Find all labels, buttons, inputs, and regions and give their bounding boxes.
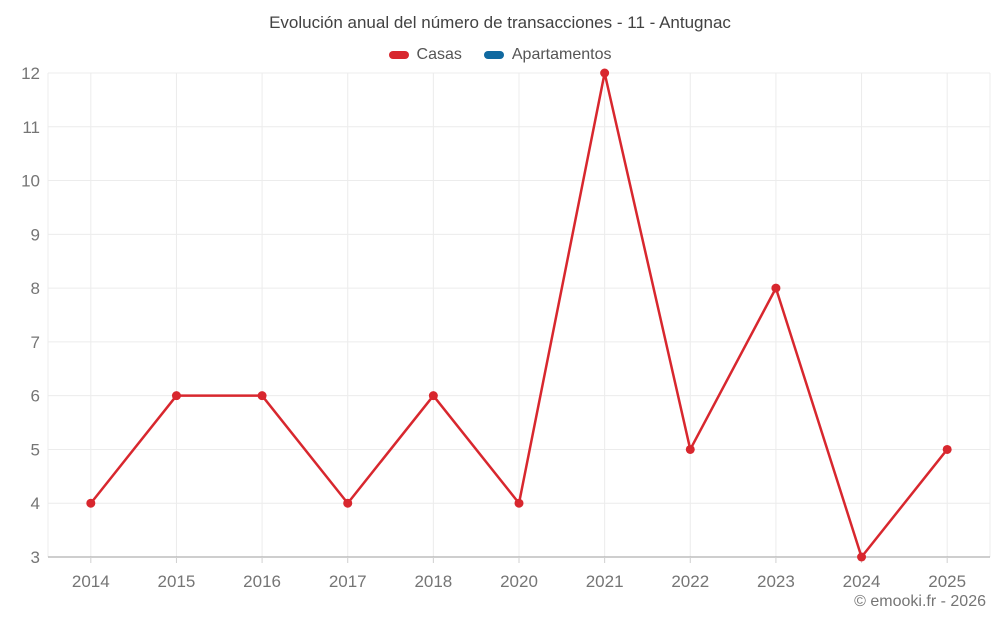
data-point-casas[interactable] xyxy=(600,68,610,78)
data-point-casas[interactable] xyxy=(771,283,781,293)
x-tick-label: 2018 xyxy=(414,572,452,591)
x-tick-label: 2024 xyxy=(843,572,881,591)
y-tick-label: 3 xyxy=(31,548,40,567)
y-tick-label: 7 xyxy=(31,333,40,352)
legend-swatch-apartamentos-icon xyxy=(483,51,504,59)
y-tick-label: 9 xyxy=(31,225,40,244)
y-tick-label: 5 xyxy=(31,440,40,459)
x-tick-label: 2022 xyxy=(671,572,709,591)
x-tick-label: 2014 xyxy=(72,572,110,591)
data-point-casas[interactable] xyxy=(514,498,524,508)
data-point-casas[interactable] xyxy=(171,391,181,401)
y-tick-label: 10 xyxy=(21,172,40,191)
y-tick-label: 11 xyxy=(22,118,40,137)
footer-credit: © emooki.fr - 2026 xyxy=(854,593,986,610)
legend-label-casas: Casas xyxy=(416,46,462,63)
legend-label-apartamentos: Apartamentos xyxy=(511,46,612,63)
data-point-casas[interactable] xyxy=(428,391,438,401)
chart-title: Evolución anual del número de transaccio… xyxy=(269,13,731,32)
legend-item-apartamentos[interactable]: Apartamentos xyxy=(483,46,612,64)
y-tick-label: 8 xyxy=(31,279,40,298)
data-point-casas[interactable] xyxy=(857,552,867,562)
x-tick-label: 2017 xyxy=(329,572,367,591)
data-point-casas[interactable] xyxy=(942,444,952,454)
y-tick-label: 6 xyxy=(31,387,40,406)
x-tick-label: 2023 xyxy=(757,572,795,591)
data-point-casas[interactable] xyxy=(257,391,267,401)
data-point-casas[interactable] xyxy=(343,498,353,508)
x-tick-label: 2015 xyxy=(158,572,196,591)
x-tick-label: 2016 xyxy=(243,572,281,591)
x-tick-label: 2025 xyxy=(928,572,966,591)
x-tick-label: 2021 xyxy=(586,572,624,591)
data-point-casas[interactable] xyxy=(685,444,695,454)
chart-legend: Casas Apartamentos xyxy=(0,46,1000,64)
legend-swatch-casas-icon xyxy=(388,51,409,59)
y-tick-label: 4 xyxy=(31,494,40,513)
data-point-casas[interactable] xyxy=(86,498,96,508)
y-tick-label: 12 xyxy=(21,64,40,83)
x-tick-label: 2020 xyxy=(500,572,538,591)
legend-item-casas[interactable]: Casas xyxy=(388,46,462,64)
